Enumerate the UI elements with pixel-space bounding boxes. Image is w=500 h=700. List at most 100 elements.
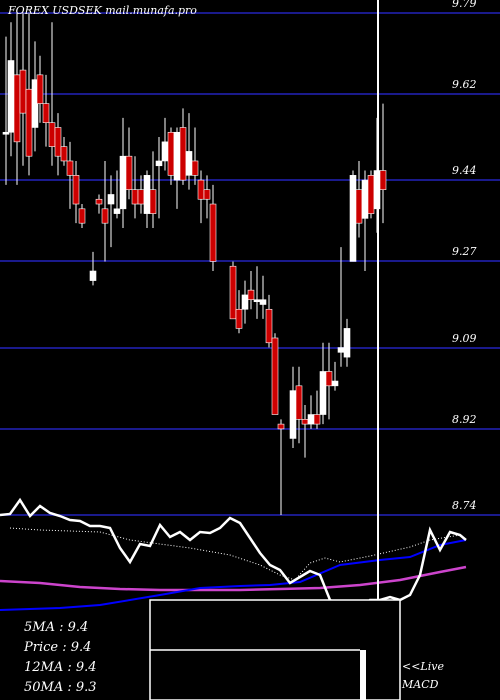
candle-body bbox=[42, 103, 50, 124]
candle bbox=[301, 404, 309, 458]
candle-body bbox=[149, 189, 157, 214]
candle-body bbox=[295, 385, 303, 420]
signal-dotted-line bbox=[9, 527, 461, 581]
candle bbox=[241, 280, 249, 324]
candle bbox=[125, 127, 133, 200]
candle bbox=[19, 12, 27, 166]
candle-body bbox=[155, 160, 163, 167]
candle bbox=[113, 170, 121, 219]
candle-body bbox=[185, 151, 193, 176]
candle-body bbox=[48, 122, 56, 147]
candle bbox=[149, 151, 157, 228]
y-tick-label: 9.27 bbox=[452, 245, 477, 258]
stat-5ma: 5MA : 9.4 bbox=[24, 620, 88, 635]
candle bbox=[271, 333, 279, 415]
candle bbox=[179, 108, 187, 185]
candle-body bbox=[349, 175, 357, 262]
candle-body bbox=[13, 74, 21, 143]
candle bbox=[307, 395, 315, 429]
y-tick-label: 9.44 bbox=[452, 164, 477, 177]
candle-body bbox=[167, 131, 175, 176]
candle-body bbox=[325, 371, 333, 387]
candle-body bbox=[277, 423, 285, 430]
candle-body bbox=[289, 390, 297, 439]
candle-body bbox=[271, 337, 279, 415]
stat-50ma: 50MA : 9.3 bbox=[24, 680, 97, 695]
candle-body bbox=[319, 371, 327, 415]
stat-price: Price : 9.4 bbox=[23, 640, 91, 655]
macd-live-label-1: <<Live bbox=[402, 660, 444, 673]
stat-12ma: 12MA : 9.4 bbox=[24, 660, 97, 675]
candle bbox=[203, 175, 211, 219]
candle bbox=[277, 419, 285, 515]
candle bbox=[337, 247, 345, 367]
macd-panel: <<Live MACD bbox=[149, 599, 444, 700]
candle bbox=[209, 184, 217, 272]
candle-body bbox=[197, 179, 205, 200]
macd-histogram-bar bbox=[360, 650, 366, 700]
candle bbox=[78, 204, 86, 228]
candle bbox=[72, 160, 80, 224]
candle-body bbox=[259, 299, 267, 305]
ema-line bbox=[0, 539, 467, 611]
candle-body bbox=[19, 69, 27, 114]
candle bbox=[295, 366, 303, 444]
candle bbox=[173, 127, 181, 209]
candle bbox=[319, 342, 327, 425]
candle bbox=[247, 271, 255, 310]
candle-body bbox=[301, 419, 309, 425]
candle-body bbox=[367, 175, 375, 214]
candle bbox=[313, 390, 321, 429]
candle-body bbox=[307, 414, 315, 425]
y-tick-label: 9.09 bbox=[452, 332, 477, 345]
candle-body bbox=[101, 208, 109, 224]
candle-body bbox=[60, 146, 68, 162]
candle bbox=[235, 290, 243, 334]
price-trend-line bbox=[0, 497, 467, 612]
candle-body bbox=[113, 208, 121, 214]
candle-body bbox=[125, 155, 133, 190]
candle bbox=[325, 342, 333, 420]
indicator-lines bbox=[0, 497, 467, 612]
candle-body bbox=[379, 170, 387, 190]
macd-live-label-2: MACD bbox=[401, 678, 439, 691]
candle-body bbox=[72, 175, 80, 205]
candle bbox=[119, 117, 127, 228]
candle bbox=[36, 55, 44, 123]
candle bbox=[66, 141, 74, 209]
y-axis-ticks: 9.79 9.62 9.44 9.27 9.09 8.92 8.74 bbox=[452, 0, 477, 512]
candle-body bbox=[355, 189, 363, 224]
candle bbox=[167, 127, 175, 185]
candle bbox=[2, 36, 10, 185]
candle bbox=[42, 74, 50, 147]
candle-body bbox=[66, 160, 74, 176]
candle bbox=[161, 117, 169, 171]
candle-body bbox=[229, 265, 237, 320]
candle bbox=[379, 103, 387, 224]
y-tick-label: 9.62 bbox=[452, 78, 477, 91]
candle-body bbox=[179, 127, 187, 181]
candle bbox=[185, 113, 193, 190]
candle-body bbox=[247, 289, 255, 301]
candle-body bbox=[137, 189, 145, 205]
candle bbox=[289, 366, 297, 449]
candle bbox=[13, 12, 21, 185]
y-tick-label: 8.92 bbox=[452, 413, 477, 426]
candle-body bbox=[107, 194, 115, 205]
candle-body bbox=[54, 127, 62, 157]
candle bbox=[107, 175, 115, 248]
candle bbox=[131, 156, 139, 219]
candle-body bbox=[203, 189, 211, 200]
candle bbox=[54, 113, 62, 176]
candle bbox=[60, 137, 68, 166]
candle bbox=[155, 137, 163, 219]
candle-body bbox=[241, 294, 249, 310]
candlestick-series bbox=[2, 12, 387, 515]
price-gridlines bbox=[0, 12, 500, 516]
candle-body bbox=[95, 198, 103, 205]
candle-body bbox=[143, 175, 151, 214]
candle-body bbox=[331, 380, 339, 387]
candle-body bbox=[89, 270, 97, 281]
candle bbox=[331, 361, 339, 391]
